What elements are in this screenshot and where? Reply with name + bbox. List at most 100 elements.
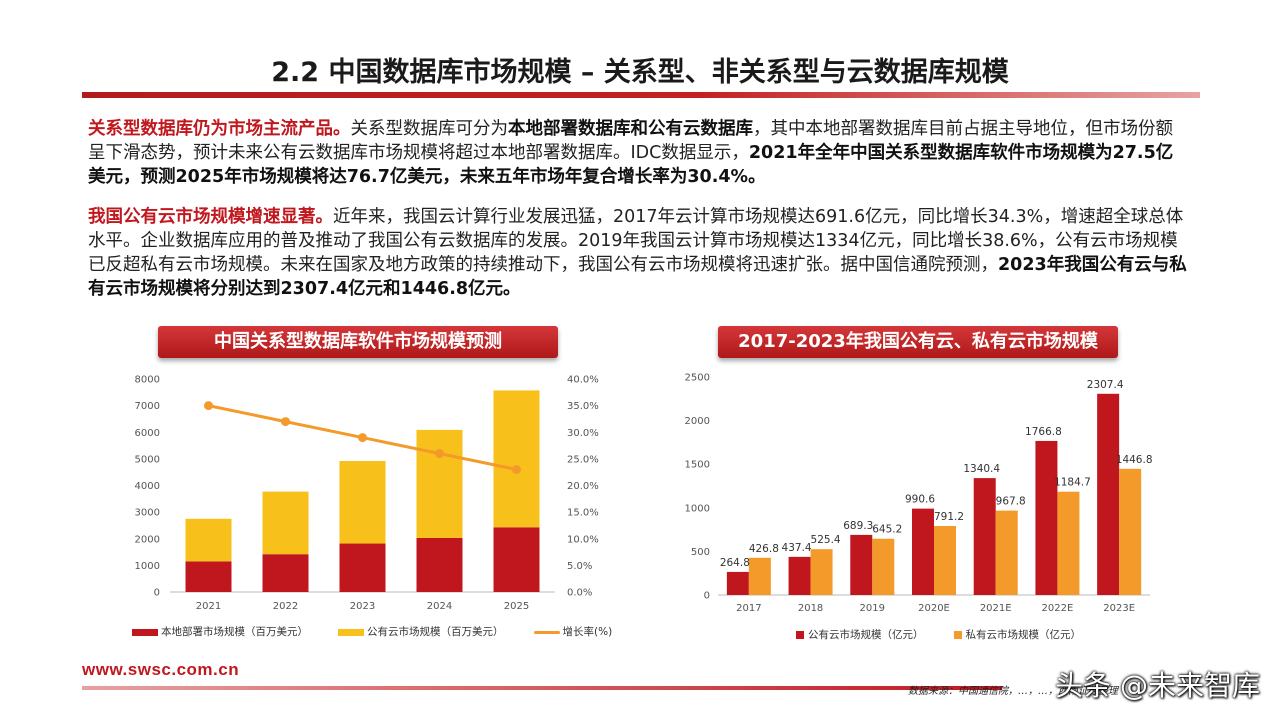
para1-bold-a: 本地部署数据库和公有云数据库: [508, 119, 753, 139]
chart2-bar-public: [1035, 440, 1058, 595]
chart2-bar-public: [912, 508, 934, 595]
chart2-label-public: 437.4: [782, 542, 812, 554]
chart1-bar-local: [262, 554, 309, 592]
chart1-bar-local: [493, 527, 540, 592]
chart1-legend-label: 公有云市场规模（百万美元）: [367, 626, 504, 638]
data-source: 数据来源：中国通信院，…，…，西南证券整理: [908, 686, 1118, 697]
chart1-bar-cloud: [339, 461, 386, 544]
para1-bold-b: 2021年全年中国关系型数据库软件市场规模为27.5亿美元，预测2025年市场规…: [88, 143, 1174, 187]
chart1-legend-item: 公有云市场规模（百万美元）: [338, 626, 504, 638]
chart2-bar-private: [934, 526, 956, 595]
watermark: 头条 @未来智库: [1055, 669, 1260, 702]
chart1-ytick-label: 0: [154, 588, 160, 599]
chart2-bar-public: [788, 556, 811, 595]
para1-text-b: ，其中本地部署数据库目前占据主导地位，但市场份额呈下滑态势，预计未来公有云数据库…: [88, 119, 1173, 163]
chart2-label-public: 1340.4: [963, 463, 1000, 475]
chart1-y2tick-label: 35.0%: [567, 401, 599, 412]
chart2-legend-label: 私有云市场规模（亿元）: [965, 629, 1082, 641]
chart1-bar-cloud: [416, 429, 463, 538]
chart1-ytick-label: 1000: [135, 561, 160, 572]
chart1-xtick-label: 2021: [196, 601, 221, 612]
chart1-legend-swatch: [132, 628, 158, 636]
chart1-legend-item: 本地部署市场规模（百万美元）: [132, 626, 308, 638]
page-title: 2.2 中国数据库市场规模 – 关系型、非关系型与云数据库规模: [271, 57, 1009, 88]
para1-highlight: 关系型数据库仍为市场主流产品。: [88, 119, 351, 139]
title-divider: [82, 92, 1200, 98]
chart2-label-public: 1766.8: [1025, 426, 1062, 438]
chart1-xtick-label: 2022: [273, 601, 298, 612]
chart1-growth-point: [281, 417, 290, 427]
chart1-xtick-label: 2025: [504, 601, 529, 612]
chart1-ytick-label: 6000: [135, 428, 160, 439]
chart2-ytick-label: 1000: [685, 503, 710, 514]
chart2-title: 2017-2023年我国公有云、私有云市场规模: [718, 326, 1118, 358]
chart1-y2tick-label: 15.0%: [567, 508, 599, 519]
chart2-label-public: 689.3: [843, 520, 873, 532]
chart1-legend-item: 增长率(%): [533, 626, 613, 638]
chart1-ytick-label: 8000: [135, 375, 160, 386]
chart1-ytick-label: 5000: [135, 454, 160, 465]
footer-divider: [82, 686, 1002, 690]
chart2-label-private: 426.8: [749, 543, 779, 555]
chart1-y2tick-label: 5.0%: [567, 561, 592, 572]
chart1-growth-point: [204, 401, 213, 411]
website-url: www.swsc.com.cn: [82, 660, 240, 679]
chart2-label-public: 264.8: [720, 557, 750, 569]
chart2-label-private: 791.2: [934, 511, 964, 523]
chart1-y2tick-label: 10.0%: [567, 534, 599, 545]
chart2-ytick-label: 0: [704, 591, 710, 602]
chart2-legend-label: 公有云市场规模（亿元）: [808, 629, 924, 641]
chart2-bar-public: [726, 571, 749, 595]
chart2-legend-swatch: [796, 631, 804, 639]
paragraph-relational-db: 关系型数据库仍为市场主流产品。关系型数据库可分为本地部署数据库和公有云数据库，其…: [88, 117, 1188, 189]
chart1-legend: 本地部署市场规模（百万美元） 公有云市场规模（百万美元） 增长率(%): [132, 624, 642, 639]
chart2-label-public: 990.6: [905, 494, 935, 506]
chart2-legend: 公有云市场规模（亿元） 私有云市场规模（亿元）: [796, 627, 1111, 642]
chart1-bar-local: [185, 561, 232, 592]
chart2-bar-private: [995, 510, 1018, 595]
para2-bold-a: 2023年我国公有云与私有云市场规模将分别达到2307.4亿元和1446.8亿元…: [88, 255, 1187, 299]
chart1-bar-cloud: [185, 518, 232, 562]
chart2-legend-item: 私有云市场规模（亿元）: [953, 629, 1082, 641]
chart1-bar-local: [416, 537, 463, 592]
chart2-xtick-label: 2019: [860, 603, 885, 614]
chart2-xtick-label: 2020E: [918, 603, 950, 614]
chart2-label-private: 967.8: [996, 496, 1026, 508]
para2-highlight: 我国公有云市场规模增速显著。: [88, 207, 333, 227]
chart2-bar-private: [1057, 491, 1080, 595]
chart1-legend-label: 增长率(%): [562, 626, 613, 638]
chart2-legend-swatch: [953, 631, 962, 639]
chart1-growth-point: [512, 465, 521, 475]
chart1-legend-label: 本地部署市场规模（百万美元）: [161, 626, 308, 638]
chart2-bar-private: [872, 538, 895, 595]
para2-text-a: 近年来，我国云计算行业发展迅猛，2017年云计算市场规模达691.6亿元，同比增…: [88, 207, 1184, 275]
chart1-ytick-label: 4000: [135, 481, 160, 492]
chart2-bar-public: [973, 478, 996, 595]
chart2-bar-private: [810, 549, 833, 595]
chart1-y2tick-label: 25.0%: [567, 454, 599, 465]
chart1-y2tick-label: 30.0%: [567, 428, 599, 439]
chart2-legend-item: 公有云市场规模（亿元）: [796, 629, 924, 641]
paragraph-public-cloud: 我国公有云市场规模增速显著。近年来，我国云计算行业发展迅猛，2017年云计算市场…: [88, 205, 1188, 301]
chart1-y2tick-label: 20.0%: [567, 481, 599, 492]
chart1-bar-local: [339, 543, 386, 592]
chart1-bar-cloud: [493, 390, 540, 528]
chart2-ytick-label: 2500: [685, 373, 710, 384]
chart1-y2tick-label: 0.0%: [567, 588, 592, 599]
chart1-growth-point: [358, 433, 367, 443]
chart1-legend-swatch: [338, 628, 364, 636]
chart1-ytick-label: 3000: [135, 508, 160, 519]
chart2-xtick-label: 2023E: [1103, 603, 1135, 614]
chart2-ytick-label: 2000: [685, 416, 710, 427]
chart2-label-private: 1446.8: [1116, 454, 1153, 466]
chart1-xtick-label: 2024: [427, 601, 452, 612]
chart2-label-private: 1184.7: [1054, 477, 1091, 489]
chart2-label-public: 2307.4: [1087, 379, 1124, 391]
chart2-xtick-label: 2022E: [1042, 603, 1074, 614]
chart2-xtick-label: 2018: [798, 603, 823, 614]
chart1-y2tick-label: 40.0%: [567, 375, 599, 386]
chart2-ytick-label: 1500: [685, 460, 710, 471]
chart1-ytick-label: 7000: [135, 401, 160, 412]
